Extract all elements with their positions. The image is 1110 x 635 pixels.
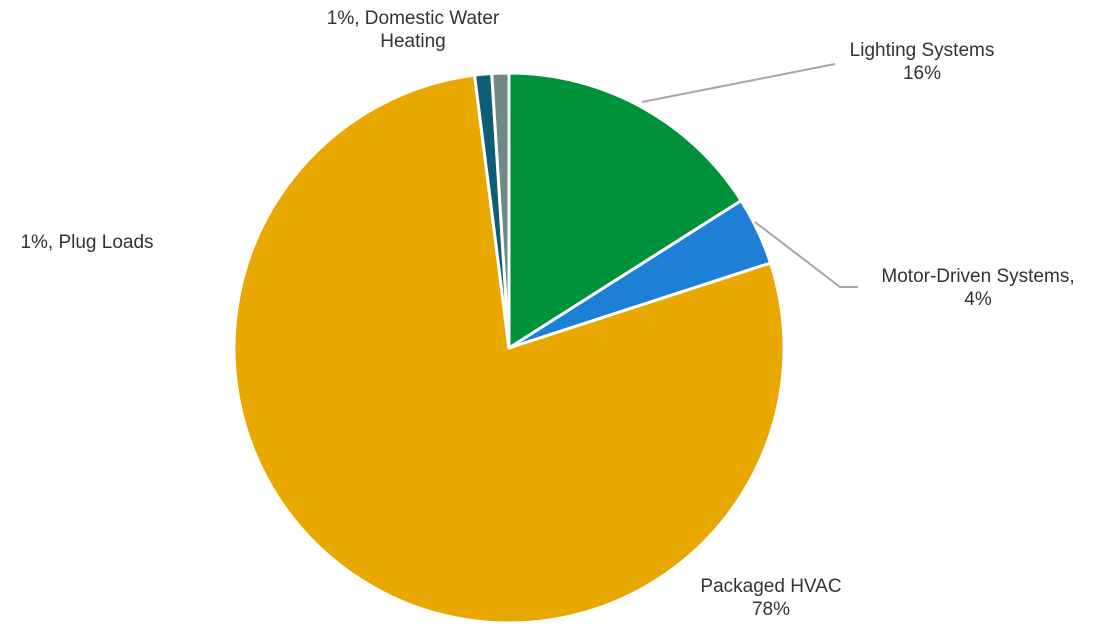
data-label-line: 1%, Domestic Water: [327, 8, 500, 29]
data-labels-layer: Lighting Systems 16% Motor-Driven Systems,…: [20, 8, 1074, 620]
data-label-line: Lighting Systems: [850, 40, 995, 61]
data-label-lighting-systems: Lighting Systems 16%: [850, 40, 995, 84]
data-label-domestic-water-heating: 1%, Domestic Water Heating: [327, 8, 500, 52]
pie-slice-domestic-water-heating: [490, 71, 511, 350]
data-label-packaged-hvac: Packaged HVAC 78%: [700, 576, 841, 620]
data-label-line: Heating: [380, 31, 446, 52]
data-label-plug-loads: 1%, Plug Loads: [20, 232, 153, 253]
leader-lines-layer: [641, 63, 858, 288]
data-label-line: Motor-Driven Systems,: [881, 266, 1074, 287]
data-label-line: 16%: [903, 63, 941, 84]
leader-line-motor-driven-systems: [754, 221, 858, 288]
data-label-line: 1%, Plug Loads: [20, 232, 153, 253]
slices-layer: [232, 71, 786, 625]
pie-slice-lighting-systems: [507, 71, 743, 350]
data-label-line: 4%: [964, 289, 992, 310]
leader-line-lighting-systems: [641, 63, 836, 103]
data-label-line: Packaged HVAC: [700, 576, 841, 597]
data-label-line: 78%: [752, 599, 790, 620]
data-label-motor-driven-systems: Motor-Driven Systems, 4%: [881, 266, 1074, 310]
